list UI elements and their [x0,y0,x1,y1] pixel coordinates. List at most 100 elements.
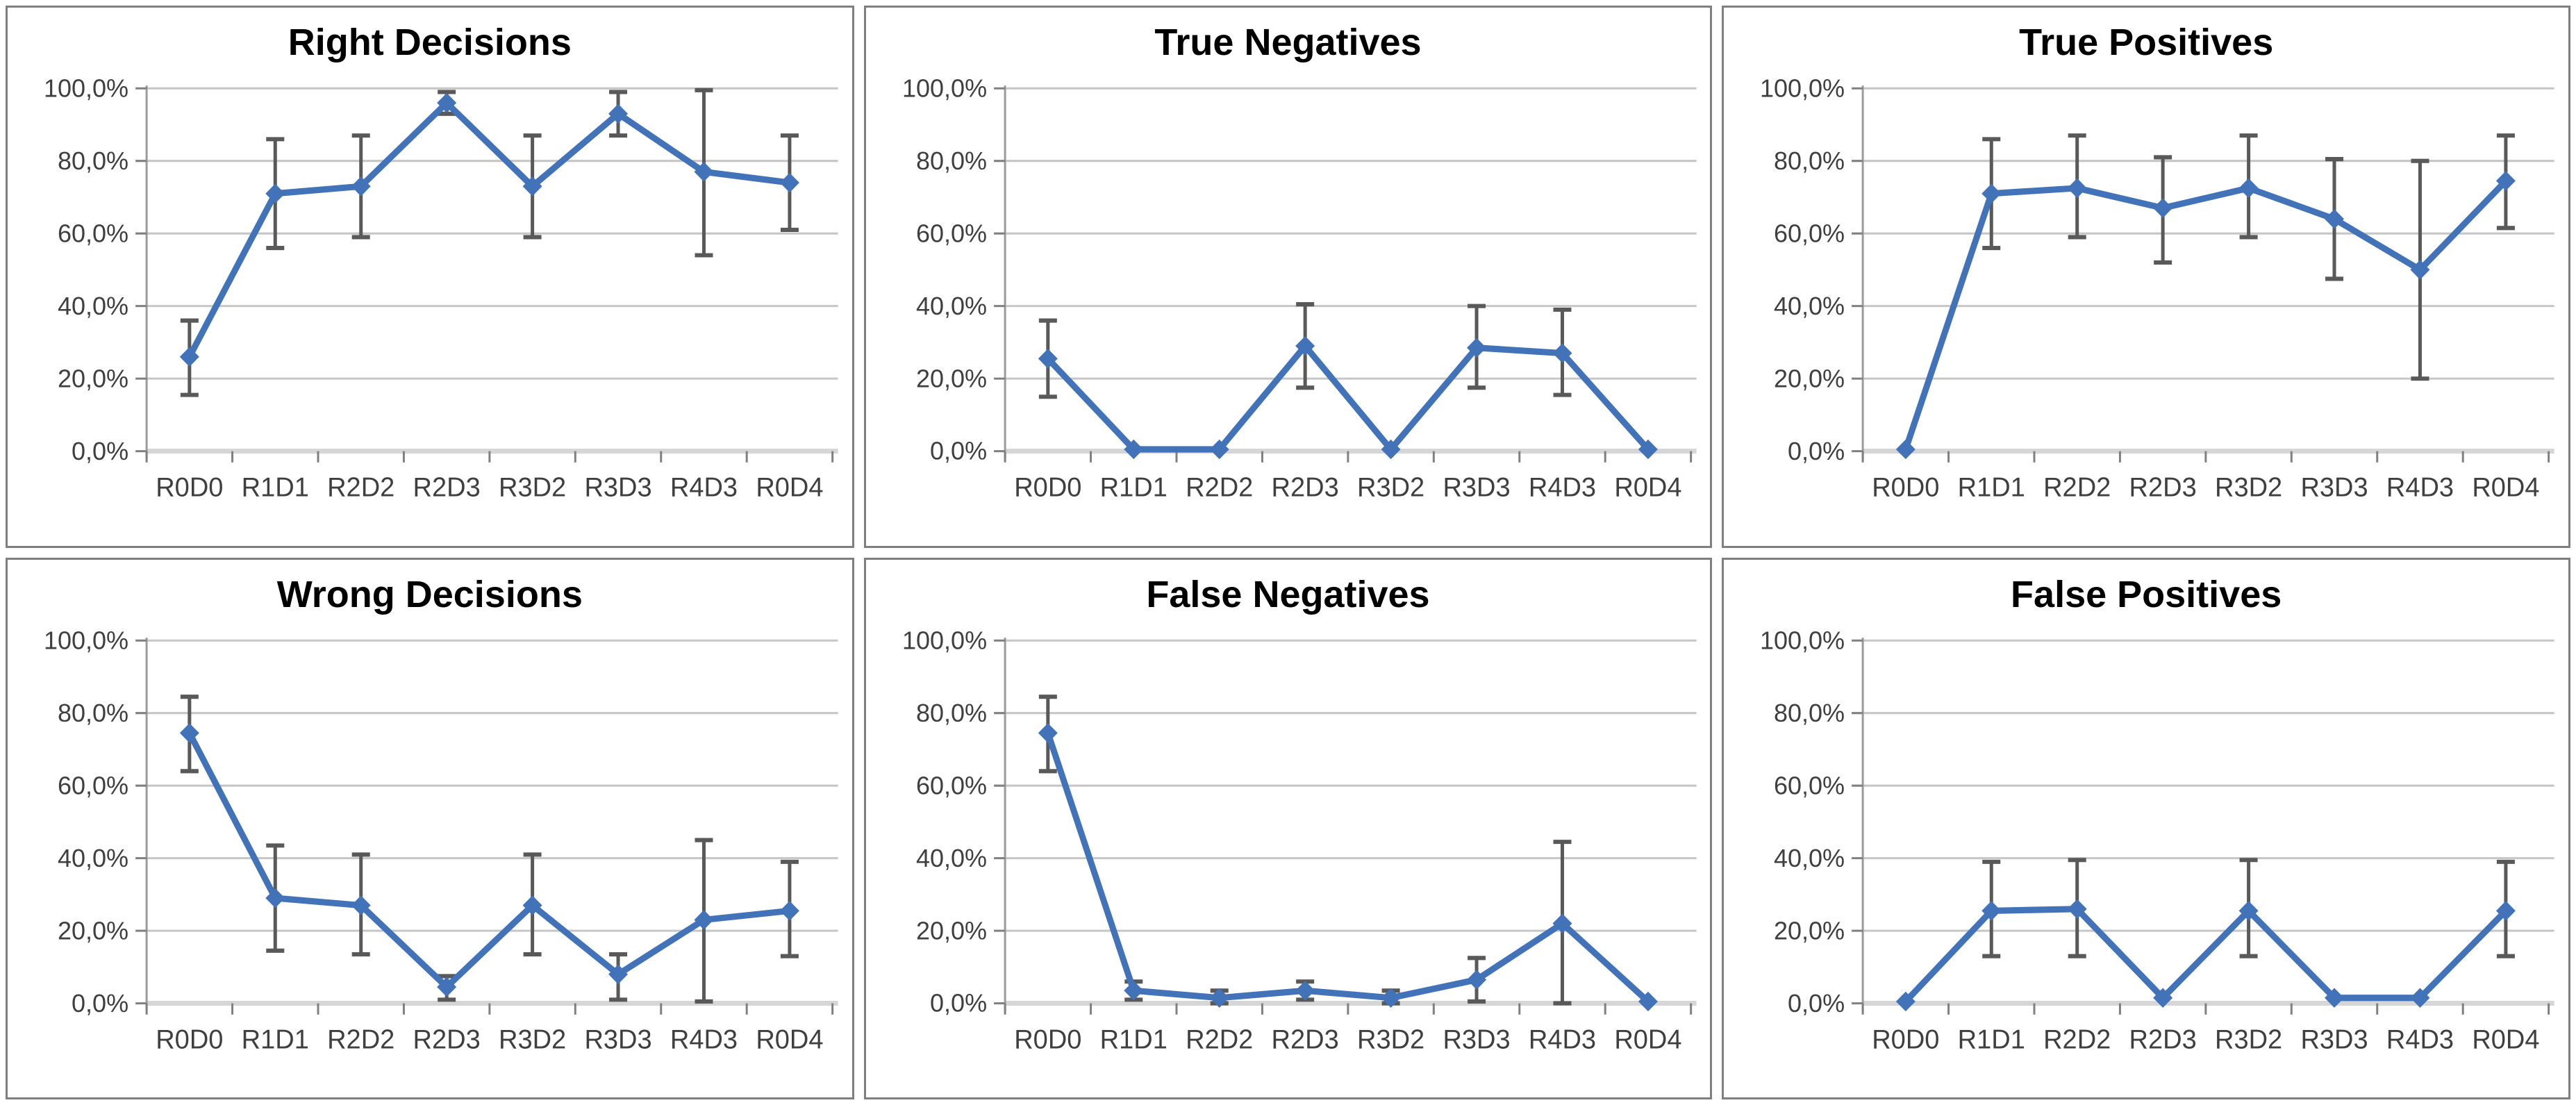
chart-plot-area: 100,0% 80,0% 60,0% 40,0% 20,0% 0,0% R0D0 R1D1 R2… [8,77,852,546]
line-chart: 100,0% 80,0% 60,0% 40,0% 20,0% 0,0% R0D0 R1D1 R2… [902,77,1697,503]
y-tick-label: 100,0% [902,629,987,654]
data-point-marker [437,92,457,113]
data-point-marker [2496,900,2516,921]
y-tick-label: 60,0% [916,771,987,799]
x-tick-label: R3D3 [584,1024,651,1054]
data-point-marker [1123,439,1143,460]
series-line [186,729,793,990]
x-tick-label: R3D3 [2301,472,2368,502]
y-tick-label: 60,0% [58,219,128,247]
x-tick-label: R0D0 [1872,1024,1940,1054]
y-tick-label: 20,0% [916,364,987,392]
x-tick-label: R2D2 [1186,472,1253,502]
x-tick-label: R0D4 [2473,472,2540,502]
data-point-marker [2068,178,2088,199]
y-tick-label: 60,0% [916,219,987,247]
data-point-marker [1209,988,1229,1008]
charts-grid: Right Decisions 100,0% 80,0% 60,0% 40,0% 20,… [6,6,2570,1099]
x-tick-label: R2D2 [2043,1024,2111,1054]
line-chart: 100,0% 80,0% 60,0% 40,0% 20,0% 0,0% R0D0 R1D1 R2… [1760,77,2554,503]
x-tick-label: R0D4 [1614,1024,1681,1054]
x-tick-label: R2D3 [2129,1024,2197,1054]
y-tick-label: 20,0% [1774,364,1845,392]
y-tick-label: 80,0% [58,698,128,726]
chart-panel-right-decisions: Right Decisions 100,0% 80,0% 60,0% 40,0% 20,… [6,6,854,548]
chart-plot-area: 100,0% 80,0% 60,0% 40,0% 20,0% 0,0% R0D0 R1D1 R2… [866,77,1711,546]
y-tick-label: 40,0% [916,843,987,872]
data-point-marker [1381,439,1401,460]
x-tick-label: R4D3 [2386,472,2454,502]
x-tick-label: R4D3 [1529,472,1596,502]
chart-panel-true-negatives: True Negatives 100,0% 80,0% 60,0% 40,0% 20,0… [863,6,1713,548]
x-tick-label: R1D1 [242,472,309,502]
x-tick-label: R0D4 [756,472,823,502]
x-tick-label: R3D2 [1357,1024,1424,1054]
y-tick-label: 60,0% [1774,219,1845,247]
data-point-marker [2496,171,2516,191]
x-tick-label: R0D0 [1014,1024,1081,1054]
data-point-marker [1981,183,2002,203]
y-tick-label: 80,0% [58,147,128,175]
chart-title: False Positives [2011,573,2282,615]
data-point-marker [779,900,799,921]
x-tick-label: R4D3 [1529,1024,1596,1054]
data-point-marker [1638,439,1658,460]
x-tick-label: R2D2 [327,472,394,502]
y-tick-label: 0,0% [1788,988,1845,1017]
x-tick-label: R0D4 [2473,1024,2540,1054]
chart-plot-area: 100,0% 80,0% 60,0% 40,0% 20,0% 0,0% R0D0 R1D1 R2… [8,629,852,1098]
chart-title: True Positives [2019,22,2274,63]
series-line [1902,177,2509,453]
x-tick-label: R2D3 [413,1024,481,1054]
x-tick-label: R4D3 [2386,1024,2454,1054]
data-point-marker [608,103,629,124]
x-tick-label: R3D2 [1357,472,1424,502]
x-tick-label: R2D3 [1271,472,1338,502]
data-point-marker [265,888,285,908]
series-line [1044,729,1652,1005]
x-tick-label: R0D4 [1614,472,1681,502]
y-tick-label: 0,0% [1788,437,1845,465]
x-tick-label: R3D2 [499,1024,566,1054]
y-tick-label: 100,0% [1760,629,1845,654]
x-tick-label: R3D3 [584,472,651,502]
line-chart: 100,0% 80,0% 60,0% 40,0% 20,0% 0,0% R0D0 R1D1 R2… [1760,629,2554,1054]
x-tick-label: R0D0 [156,472,223,502]
data-point-marker [1638,991,1658,1011]
data-point-marker [1295,980,1315,1001]
series-line [186,99,793,360]
y-tick-label: 40,0% [1774,292,1845,320]
chart-panel-wrong-decisions: Wrong Decisions 100,0% 80,0% 60,0% 40,0% 20,… [6,557,854,1099]
y-tick-label: 100,0% [44,629,128,654]
chart-title: Wrong Decisions [276,573,583,615]
data-point-marker [2068,899,2088,919]
line-chart: 100,0% 80,0% 60,0% 40,0% 20,0% 0,0% R0D0 R1D1 R2… [44,629,838,1054]
data-point-marker [1896,991,1916,1011]
x-tick-label: R0D0 [156,1024,223,1054]
data-point-marker [1466,338,1486,358]
y-tick-label: 80,0% [916,147,987,175]
y-tick-label: 20,0% [58,364,128,392]
y-tick-label: 0,0% [72,988,128,1017]
data-point-marker [1896,439,1916,460]
data-point-marker [1381,988,1401,1008]
x-tick-label: R2D2 [1186,1024,1253,1054]
y-tick-label: 60,0% [58,771,128,799]
data-point-marker [2410,988,2430,1008]
x-tick-label: R2D3 [1271,1024,1338,1054]
data-point-marker [2153,198,2173,218]
y-tick-label: 80,0% [916,698,987,726]
y-tick-label: 0,0% [72,437,128,465]
x-tick-label: R3D3 [1443,1024,1510,1054]
series-line [1044,342,1652,453]
line-chart: 100,0% 80,0% 60,0% 40,0% 20,0% 0,0% R0D0 R1D1 R2… [44,77,838,503]
y-tick-label: 40,0% [916,292,987,320]
x-tick-label: R4D3 [670,472,738,502]
x-tick-label: R2D2 [2043,472,2111,502]
chart-panel-false-positives: False Positives 100,0% 80,0% 60,0% 40,0% 20,… [1722,557,2570,1099]
x-tick-label: R4D3 [670,1024,738,1054]
chart-title: True Negatives [1154,22,1422,63]
data-point-marker [2238,900,2259,921]
data-point-marker [522,176,542,197]
data-point-marker [265,183,285,203]
